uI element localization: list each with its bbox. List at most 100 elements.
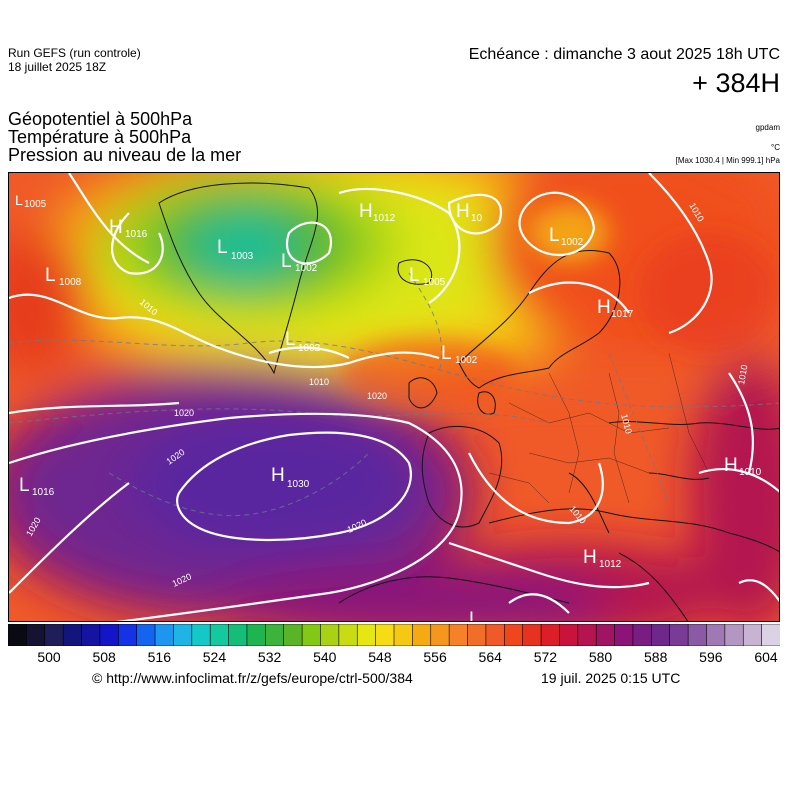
color-swatch	[136, 624, 156, 646]
svg-text:1002: 1002	[455, 355, 478, 366]
pressure-center: L 1002	[281, 251, 318, 274]
color-swatch	[761, 624, 780, 646]
svg-text:L: L	[549, 225, 560, 246]
svg-text:1008: 1008	[59, 277, 82, 288]
pressure-center: H 1012	[359, 201, 396, 224]
svg-text:H: H	[271, 465, 285, 486]
color-swatch	[687, 624, 708, 646]
svg-text:1005: 1005	[423, 277, 446, 288]
color-swatch	[559, 624, 579, 646]
color-swatch	[301, 624, 322, 646]
weather-map: L 1005 H 1016 L 1008 L 1003 L 1002 H 1012 H 10 …	[8, 172, 780, 622]
run-title: Run GEFS (run controle)	[8, 46, 141, 60]
color-swatch	[393, 624, 414, 646]
color-swatch	[577, 624, 597, 646]
svg-text:L: L	[285, 329, 296, 350]
color-scale-bar	[8, 624, 780, 646]
color-swatch	[320, 624, 340, 646]
unit-celsius: °C	[771, 143, 780, 152]
svg-text:1017: 1017	[611, 309, 634, 320]
color-swatch	[99, 624, 120, 646]
color-swatch	[485, 624, 506, 646]
color-swatch	[540, 624, 561, 646]
svg-text:H: H	[583, 547, 597, 568]
color-scale-tick: 548	[368, 649, 392, 665]
color-swatch	[448, 624, 469, 646]
svg-text:L: L	[281, 251, 292, 272]
color-swatch	[209, 624, 230, 646]
color-scale-tick: 500	[37, 649, 61, 665]
color-swatch	[706, 624, 726, 646]
color-swatch	[228, 624, 248, 646]
color-swatch	[338, 624, 359, 646]
svg-text:L: L	[469, 609, 480, 622]
svg-text:L: L	[15, 192, 23, 208]
color-scale-tick: 508	[92, 649, 116, 665]
color-swatch	[375, 624, 395, 646]
svg-text:1030: 1030	[287, 479, 310, 490]
lead-time: + 384H	[692, 68, 780, 98]
svg-text:L: L	[441, 343, 452, 364]
svg-text:L: L	[409, 265, 420, 286]
pressure-centers: L 1005 H 1016 L 1008 L 1003 L 1002 H 1012 H 10 …	[15, 192, 762, 622]
color-swatch	[246, 624, 267, 646]
svg-text:1010: 1010	[739, 467, 762, 478]
color-swatch	[467, 624, 487, 646]
isobar-label: 1020	[174, 408, 194, 418]
color-scale-tick: 596	[699, 649, 723, 665]
pressure-center: L999	[469, 609, 480, 622]
pressure-center: L 1005	[15, 192, 47, 210]
pressure-center: H 10	[456, 201, 483, 224]
svg-text:1012: 1012	[599, 559, 622, 570]
param-temperature: Température à 500hPa	[8, 127, 192, 147]
param-pressure: Pression au niveau de la mer	[8, 145, 242, 165]
color-scale-tick: 532	[257, 649, 282, 665]
color-scale-tick: 556	[423, 649, 447, 665]
color-swatch	[651, 624, 671, 646]
pressure-center: H 1010	[724, 455, 762, 478]
color-swatch	[117, 624, 138, 646]
color-swatch	[614, 624, 634, 646]
isobar-label: 1020	[367, 391, 387, 401]
pressure-center: H 1012	[583, 547, 622, 570]
color-swatch	[8, 624, 28, 646]
run-info: Run GEFS (run controle) 18 juillet 2025 …	[8, 46, 141, 74]
svg-text:1002: 1002	[561, 237, 584, 248]
svg-text:L: L	[217, 237, 228, 258]
color-swatch	[412, 624, 432, 646]
color-swatch	[742, 624, 763, 646]
svg-text:1016: 1016	[32, 487, 55, 498]
color-swatch	[62, 624, 83, 646]
color-swatch	[191, 624, 211, 646]
pressure-center: H 1030	[271, 465, 310, 490]
coastlines	[158, 182, 779, 621]
svg-text:1002: 1002	[295, 263, 318, 274]
pressure-center: L 1005	[409, 265, 446, 288]
color-swatch	[173, 624, 193, 646]
color-scale-tick: 588	[644, 649, 668, 665]
pressure-center: L 1002	[285, 329, 321, 354]
param-geopotential: Géopotentiel à 500hPa	[8, 109, 193, 129]
pressure-center: H 1017	[597, 297, 634, 320]
echeance-label: Echéance : dimanche 3 aout 2025 18h UTC	[468, 46, 780, 63]
color-scale-tick: 516	[147, 649, 171, 665]
color-scale-tick: 540	[313, 649, 337, 665]
isobar-label: 1010	[309, 377, 329, 387]
pressure-range: [Max 1030.4 | Min 999.1] hPa	[675, 156, 780, 165]
color-scale-tick: 564	[478, 649, 502, 665]
color-swatch	[283, 624, 303, 646]
svg-text:H: H	[724, 455, 738, 476]
color-swatch	[632, 624, 653, 646]
run-date: 18 juillet 2025 18Z	[8, 60, 107, 74]
color-swatch	[430, 624, 450, 646]
pressure-center: L 1002	[549, 225, 584, 248]
color-swatch	[356, 624, 377, 646]
svg-text:1012: 1012	[373, 213, 396, 224]
pressure-center: L 1002	[441, 343, 478, 366]
copyright-link[interactable]: © http://www.infoclimat.fr/z/gefs/europe…	[92, 670, 413, 686]
svg-text:1002: 1002	[298, 343, 321, 354]
svg-text:L: L	[45, 265, 56, 286]
isobars	[9, 173, 779, 621]
svg-text:H: H	[109, 217, 123, 238]
generated-time: 19 juil. 2025 0:15 UTC	[541, 670, 681, 686]
